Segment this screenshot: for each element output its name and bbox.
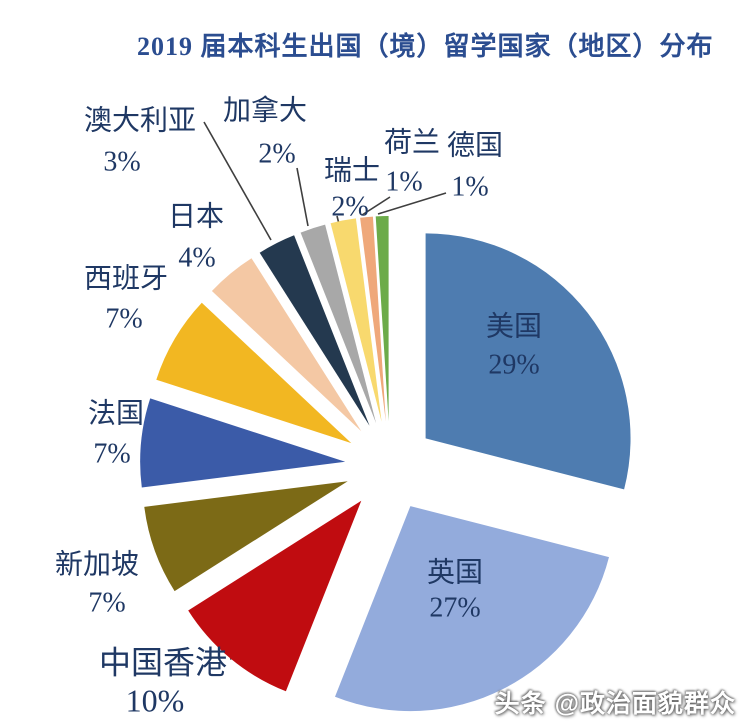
pie-slice-germany [375, 215, 389, 421]
pie-slice-france [140, 398, 346, 488]
slice-label-pct-canada: 2% [258, 138, 296, 170]
pie-slice-canada [300, 224, 377, 424]
slice-label-name-spain: 西班牙 [83, 263, 169, 295]
pie-slice-uk [335, 506, 609, 712]
slice-label-pct-singapore: 7% [88, 587, 126, 619]
pie-slice-usa [425, 233, 631, 490]
slice-label-name-uk: 英国 [426, 557, 484, 589]
slice-label-name-france: 法国 [87, 398, 145, 430]
slice-label-pct-japan: 4% [178, 242, 216, 274]
slice-label-pct-usa: 29% [488, 349, 540, 381]
slice-label-name-usa: 美国 [485, 311, 543, 343]
slice-label-pct-spain: 7% [105, 303, 143, 335]
slice-label-name-australia: 澳大利亚 [83, 105, 197, 137]
slice-label-name-hong-kong-china: 中国香港 [98, 644, 228, 681]
slice-label-name-japan: 日本 [167, 201, 225, 233]
leader-line-netherlands [361, 196, 391, 216]
pie-slice-netherlands [360, 216, 386, 422]
leader-line-canada [296, 167, 309, 227]
slice-label-pct-hong-kong-china: 10% [125, 682, 185, 719]
slice-label-pct-germany: 1% [451, 171, 489, 203]
slice-label-name-singapore: 新加坡 [54, 549, 140, 581]
leader-line-australia [203, 121, 272, 241]
slice-label-pct-switzerland: 2% [331, 191, 369, 223]
slice-label-pct-france: 7% [93, 438, 131, 470]
slice-label-name-canada: 加拿大 [222, 95, 308, 127]
pie-slice-singapore [144, 481, 348, 592]
slice-label-pct-netherlands: 1% [385, 166, 423, 198]
slice-label-name-switzerland: 瑞士 [323, 155, 381, 187]
slice-label-pct-australia: 3% [103, 146, 141, 178]
pie-slice-spain [156, 302, 352, 444]
pie-slice-japan [211, 258, 362, 432]
watermark: 头条 @政治面貌群众 [494, 690, 736, 718]
pie-slice-hong-kong-china [188, 500, 362, 692]
chart-title: 2019 届本科生出国（境）留学国家（地区）分布 [137, 32, 714, 61]
pie-slice-switzerland [330, 218, 382, 422]
slice-label-name-germany: 德国 [446, 130, 504, 162]
pie-slice-australia [259, 235, 370, 426]
slice-label-pct-uk: 27% [429, 592, 481, 624]
slice-label-name-netherlands: 荷兰 [383, 127, 441, 159]
leader-line-germany [377, 192, 447, 215]
